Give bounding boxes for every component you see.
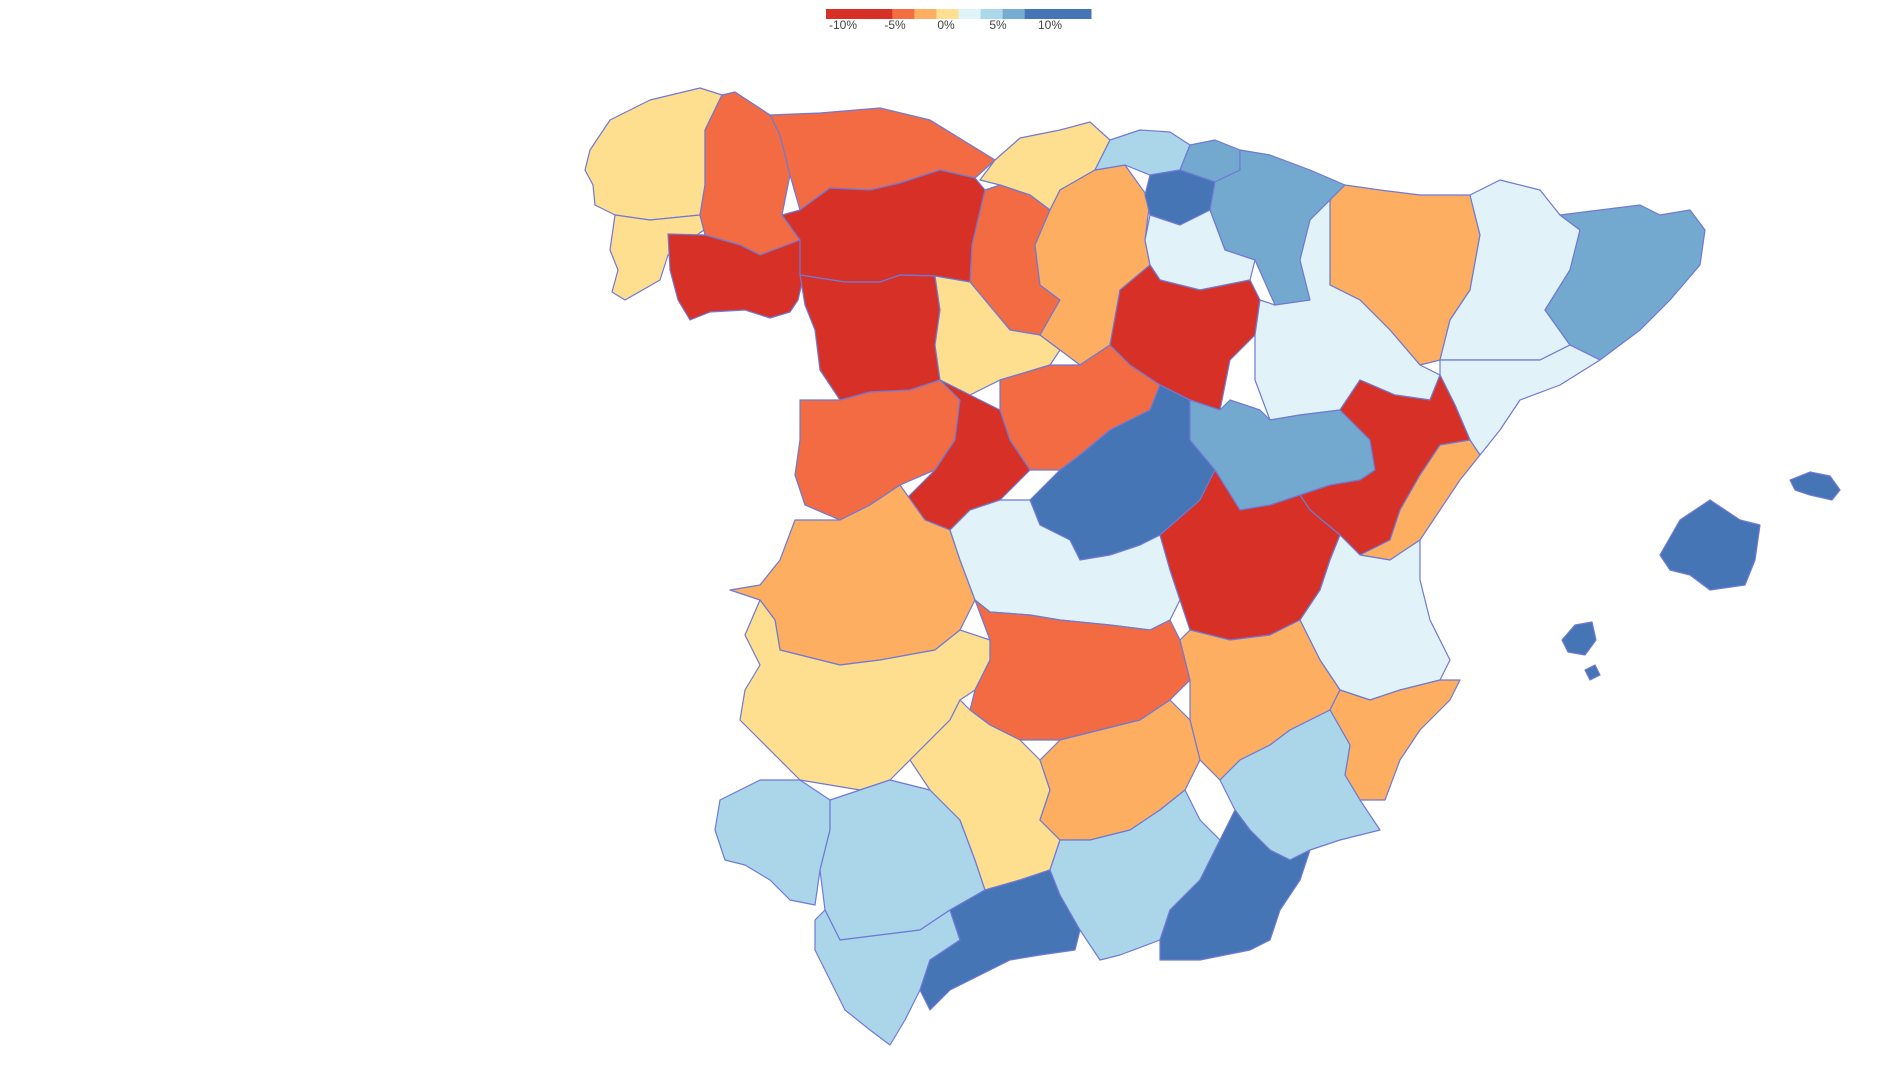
- province-zamora[interactable]: [799, 274, 941, 401]
- province-almeria[interactable]: [1159, 809, 1311, 961]
- island-formentera[interactable]: [1584, 664, 1601, 681]
- legend-tick-label: 0%: [937, 18, 955, 32]
- legend-tick-label: 10%: [1038, 18, 1062, 32]
- island-mallorca[interactable]: [1659, 499, 1761, 591]
- legend-color-swatch: [1046, 9, 1070, 19]
- legend-color-swatch: [892, 9, 915, 19]
- color-scale-legend: -10% -5% 0% 5% 10%: [826, 9, 1092, 32]
- legend-tick-label: -10%: [829, 18, 857, 32]
- legend-color-swatch: [1024, 9, 1048, 19]
- province-malaga[interactable]: [919, 869, 1081, 1011]
- province-huelva[interactable]: [714, 779, 831, 906]
- legend-color-swatch: [1002, 9, 1026, 19]
- island-menorca[interactable]: [1789, 471, 1841, 501]
- legend-color-swatch: [848, 9, 871, 19]
- legend-color-swatch: [870, 9, 893, 19]
- province-cadiz[interactable]: [814, 909, 961, 1046]
- legend-tick-label: 5%: [989, 18, 1007, 32]
- legend-color-swatch: [826, 9, 849, 19]
- legend-color-swatch: [980, 9, 1004, 19]
- province-layer: [584, 87, 1841, 1046]
- legend-color-bar: [826, 9, 1092, 19]
- province-ourense[interactable]: [667, 233, 806, 321]
- legend-color-swatch: [936, 9, 959, 19]
- province-a-coruna[interactable]: [584, 87, 723, 221]
- legend-color-swatch: [914, 9, 937, 19]
- legend-tick-label: -5%: [884, 18, 906, 32]
- legend-color-swatch: [1068, 9, 1092, 19]
- legend-color-swatch: [958, 9, 982, 19]
- island-ibiza[interactable]: [1561, 621, 1597, 656]
- province-castellon[interactable]: [1359, 439, 1481, 561]
- province-girona-barcelona[interactable]: [1544, 204, 1706, 361]
